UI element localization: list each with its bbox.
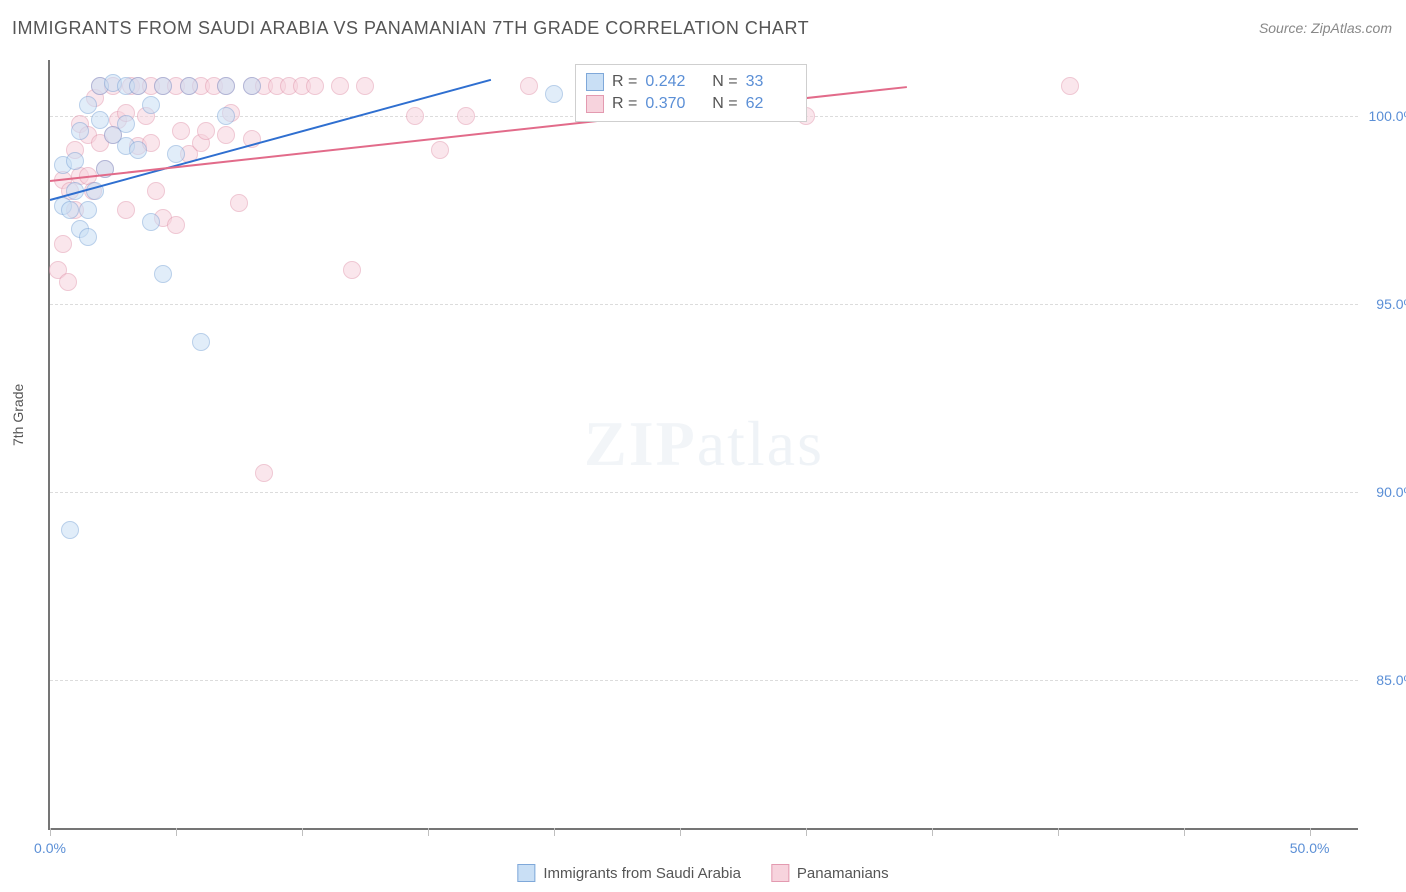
scatter-point: [217, 77, 235, 95]
scatter-point: [172, 122, 190, 140]
stat-n-value: 33: [746, 73, 796, 91]
scatter-point: [457, 107, 475, 125]
scatter-point: [243, 77, 261, 95]
scatter-point: [117, 201, 135, 219]
scatter-point: [331, 77, 349, 95]
scatter-point: [545, 85, 563, 103]
legend-label: Panamanians: [797, 865, 889, 882]
scatter-point: [306, 77, 324, 95]
x-tick: [1184, 828, 1185, 836]
scatter-point: [406, 107, 424, 125]
scatter-point: [61, 201, 79, 219]
scatter-point: [61, 521, 79, 539]
legend-item: Immigrants from Saudi Arabia: [517, 864, 741, 882]
gridline-h: [50, 492, 1358, 493]
stats-box: R = 0.242 N = 33 R = 0.370 N = 62: [575, 64, 807, 122]
x-tick-label: 50.0%: [1290, 840, 1330, 856]
y-axis-title: 7th Grade: [10, 384, 26, 446]
scatter-point: [356, 77, 374, 95]
legend-swatch: [586, 95, 604, 113]
scatter-point: [129, 141, 147, 159]
scatter-point: [79, 201, 97, 219]
scatter-point: [71, 122, 89, 140]
scatter-point: [192, 333, 210, 351]
scatter-point: [217, 107, 235, 125]
x-tick: [680, 828, 681, 836]
scatter-point: [1061, 77, 1079, 95]
scatter-point: [520, 77, 538, 95]
scatter-point: [54, 235, 72, 253]
legend-item: Panamanians: [771, 864, 889, 882]
scatter-point: [154, 77, 172, 95]
scatter-point: [343, 261, 361, 279]
stat-key: N =: [703, 95, 737, 113]
x-tick: [1310, 828, 1311, 836]
x-tick: [554, 828, 555, 836]
scatter-point: [167, 216, 185, 234]
stat-key: R =: [612, 95, 637, 113]
scatter-point: [431, 141, 449, 159]
x-tick: [806, 828, 807, 836]
stat-r-value: 0.242: [645, 73, 695, 91]
y-tick-label: 95.0%: [1364, 296, 1406, 312]
scatter-point: [167, 145, 185, 163]
stat-r-value: 0.370: [645, 95, 695, 113]
watermark-bold: ZIP: [584, 408, 697, 479]
x-tick: [932, 828, 933, 836]
watermark-light: atlas: [697, 408, 824, 479]
watermark: ZIPatlas: [584, 407, 824, 481]
scatter-point: [79, 96, 97, 114]
scatter-point: [154, 265, 172, 283]
x-tick-label: 0.0%: [34, 840, 66, 856]
scatter-point: [147, 182, 165, 200]
gridline-h: [50, 680, 1358, 681]
scatter-point: [197, 122, 215, 140]
bottom-legend: Immigrants from Saudi Arabia Panamanians: [517, 864, 888, 882]
legend-swatch: [517, 864, 535, 882]
y-tick-label: 100.0%: [1364, 108, 1406, 124]
legend-swatch: [586, 73, 604, 91]
legend-swatch: [771, 864, 789, 882]
x-tick: [1058, 828, 1059, 836]
scatter-point: [59, 273, 77, 291]
legend-label: Immigrants from Saudi Arabia: [543, 865, 741, 882]
gridline-h: [50, 304, 1358, 305]
scatter-point: [117, 115, 135, 133]
scatter-point: [129, 77, 147, 95]
stats-row: R = 0.370 N = 62: [586, 93, 796, 115]
scatter-point: [217, 126, 235, 144]
stats-row: R = 0.242 N = 33: [586, 71, 796, 93]
stat-key: R =: [612, 73, 637, 91]
x-tick: [50, 828, 51, 836]
chart-title: IMMIGRANTS FROM SAUDI ARABIA VS PANAMANI…: [12, 18, 809, 39]
x-tick: [302, 828, 303, 836]
scatter-point: [79, 228, 97, 246]
source-label: Source: ZipAtlas.com: [1259, 20, 1392, 36]
scatter-point: [142, 213, 160, 231]
scatter-point: [66, 152, 84, 170]
stat-n-value: 62: [746, 95, 796, 113]
scatter-point: [91, 111, 109, 129]
scatter-point: [230, 194, 248, 212]
stat-key: N =: [703, 73, 737, 91]
scatter-point: [180, 77, 198, 95]
scatter-point: [255, 464, 273, 482]
x-tick: [428, 828, 429, 836]
y-tick-label: 85.0%: [1364, 672, 1406, 688]
plot-area: ZIPatlas 85.0%90.0%95.0%100.0%0.0%50.0%R…: [48, 60, 1358, 830]
y-tick-label: 90.0%: [1364, 484, 1406, 500]
scatter-point: [142, 96, 160, 114]
x-tick: [176, 828, 177, 836]
